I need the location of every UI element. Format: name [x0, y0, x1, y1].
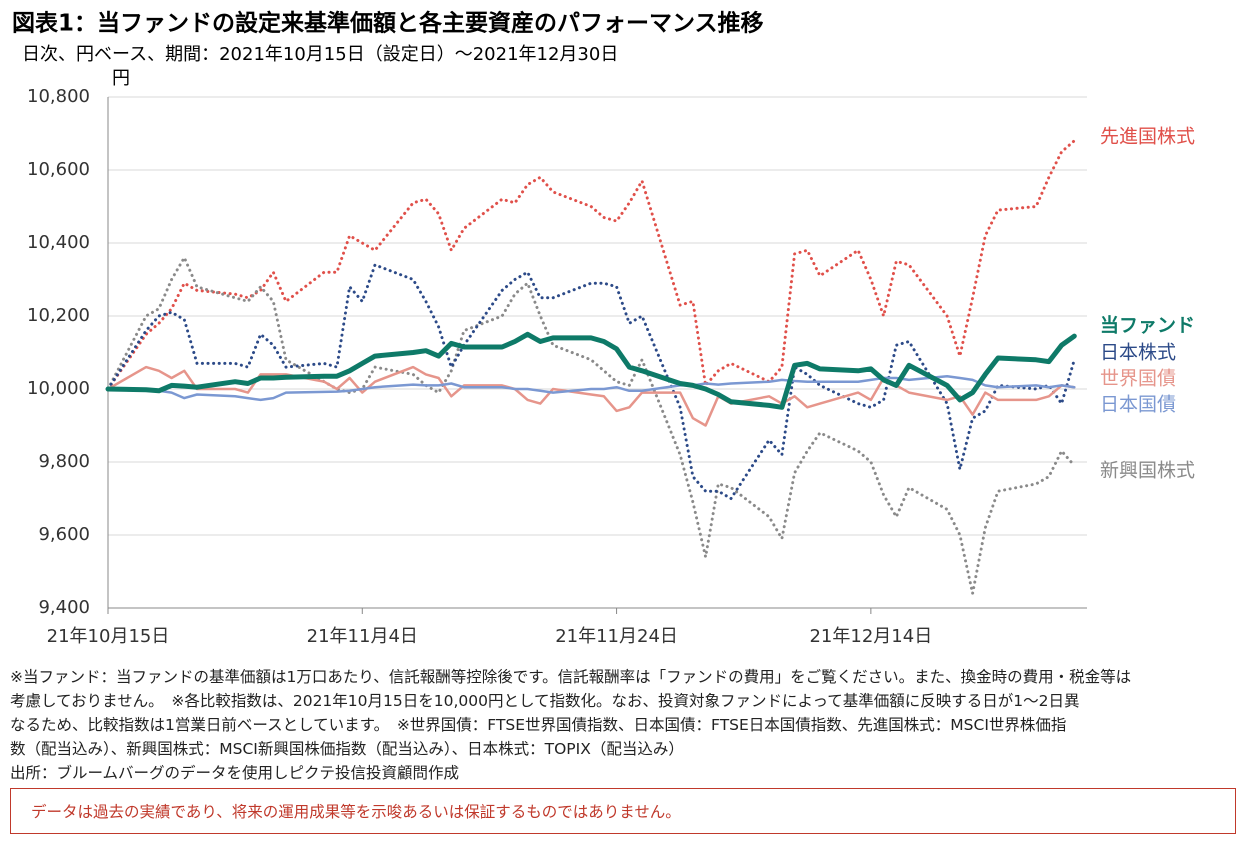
series-label: 新興国株式: [1100, 460, 1195, 482]
series-line: [105, 331, 1077, 410]
x-tick-label: 21年12月14日: [809, 626, 932, 647]
note-line: 出所：ブルームバーグのデータを使用しピクテ投信投資顧問作成: [10, 764, 460, 782]
y-tick-label: 10,400: [27, 232, 90, 253]
series-label: 先進国株式: [1100, 126, 1195, 148]
y-tick-label: 10,800: [27, 86, 90, 107]
series-line: [106, 365, 1076, 427]
series-label: 日本国債: [1100, 394, 1176, 416]
series-line: [106, 263, 1076, 500]
y-tick-label: 9,400: [38, 597, 90, 618]
chart-title: 図表1：当ファンドの設定来基準価額と各主要資産のパフォーマンス推移: [12, 10, 764, 37]
series-label: 日本株式: [1100, 342, 1176, 364]
y-tick-label: 10,000: [27, 378, 90, 399]
x-tick-label: 21年10月15日: [47, 626, 170, 647]
y-tick-label: 9,600: [38, 524, 90, 545]
y-tick-label: 9,800: [38, 451, 90, 472]
note-line: 考慮しておりません。 ※各比較指数は、2021年10月15日を10,000円とし…: [10, 692, 1080, 710]
y-tick-label: 10,600: [27, 159, 90, 180]
y-tick-label: 10,200: [27, 305, 90, 326]
note-line: 数（配当込み）、新興国株式：MSCI新興国株価指数（配当込み）、日本株式：TOP…: [10, 740, 684, 758]
chart: 図表1：当ファンドの設定来基準価額と各主要資産のパフォーマンス推移 日次、円ベー…: [12, 10, 1195, 648]
note-line: ※当ファンド：当ファンドの基準価額は1万口あたり、信託報酬等控除後です。信託報酬…: [10, 668, 1132, 686]
series-line: [106, 374, 1076, 402]
chart-subtitle: 日次、円ベース、期間：2021年10月15日（設定日）～2021年12月30日: [22, 44, 618, 65]
series-label: 世界国債: [1100, 368, 1176, 390]
disclaimer-box: データは過去の実績であり、将来の運用成果等を示唆あるいは保証するものではありませ…: [10, 788, 1236, 834]
disclaimer: データは過去の実績であり、将来の運用成果等を示唆あるいは保証するものではありませ…: [31, 803, 681, 821]
note-line: なるため、比較指数は1営業日前ベースとしています。 ※世界国債：FTSE世界国債…: [10, 716, 1067, 734]
series-line: [106, 256, 1076, 595]
series-line: [106, 139, 1076, 391]
x-tick-label: 21年11月4日: [307, 626, 418, 647]
series-label: 当ファンド: [1100, 314, 1195, 337]
x-tick-label: 21年11月24日: [555, 626, 678, 647]
y-unit: 円: [112, 68, 130, 89]
